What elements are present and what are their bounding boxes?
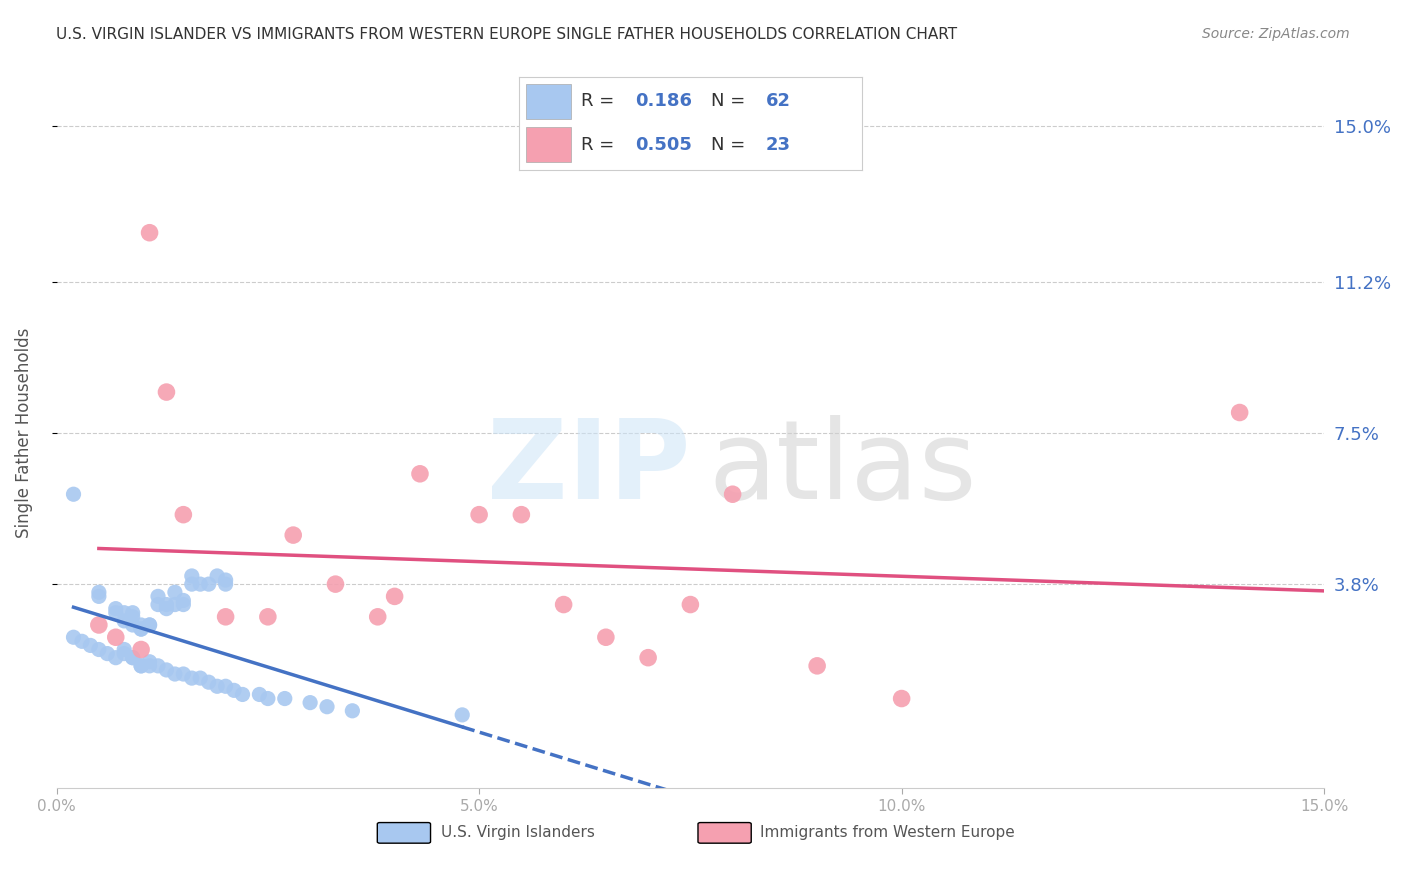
Point (70, 634, 93, 648)
Point (249, 688, 271, 702)
Point (146, 658, 169, 673)
Point (384, 590, 406, 604)
Point (890, 691, 912, 706)
Point (172, 598, 194, 612)
Point (231, 688, 253, 702)
Point (146, 598, 169, 612)
Point (112, 647, 135, 661)
Point (155, 663, 177, 677)
Point (155, 601, 177, 615)
Text: U.S. Virgin Islanders: U.S. Virgin Islanders (440, 825, 595, 840)
Point (806, 658, 828, 673)
Point (138, 655, 160, 669)
Point (205, 679, 228, 693)
Point (214, 679, 236, 693)
Point (138, 226, 160, 240)
Point (62, 630, 84, 644)
Point (129, 618, 152, 632)
Point (146, 590, 169, 604)
Point (595, 630, 617, 644)
Point (104, 601, 127, 615)
Point (172, 667, 194, 681)
Point (721, 487, 744, 501)
Text: atlas: atlas (709, 415, 977, 522)
Point (104, 650, 127, 665)
Point (112, 606, 135, 620)
Point (87, 585, 110, 599)
Point (129, 658, 152, 673)
Point (1229, 405, 1251, 419)
Point (214, 573, 236, 587)
Point (299, 696, 322, 710)
Point (62, 487, 84, 501)
Point (214, 609, 236, 624)
Point (138, 618, 160, 632)
Point (553, 598, 575, 612)
Point (257, 691, 280, 706)
Point (138, 618, 160, 632)
Point (155, 385, 177, 400)
Point (129, 622, 152, 636)
Point (367, 609, 389, 624)
Point (112, 642, 135, 657)
Point (180, 577, 202, 591)
Point (468, 508, 491, 522)
Point (155, 598, 177, 612)
Point (205, 569, 228, 583)
Point (409, 467, 432, 481)
Point (342, 704, 364, 718)
Point (104, 630, 127, 644)
Point (172, 593, 194, 607)
Point (121, 650, 143, 665)
Point (104, 606, 127, 620)
Point (87, 642, 110, 657)
Point (87, 590, 110, 604)
Text: U.S. VIRGIN ISLANDER VS IMMIGRANTS FROM WESTERN EUROPE SINGLE FATHER HOUSEHOLDS : U.S. VIRGIN ISLANDER VS IMMIGRANTS FROM … (56, 27, 957, 42)
Point (138, 658, 160, 673)
Point (121, 650, 143, 665)
Point (163, 667, 186, 681)
FancyBboxPatch shape (697, 822, 751, 843)
Point (87, 618, 110, 632)
FancyBboxPatch shape (377, 822, 430, 843)
Point (197, 577, 219, 591)
Y-axis label: Single Father Households: Single Father Households (15, 327, 32, 538)
Text: Immigrants from Western Europe: Immigrants from Western Europe (761, 825, 1015, 840)
Point (129, 642, 152, 657)
Point (180, 671, 202, 685)
Point (316, 699, 339, 714)
Point (222, 683, 245, 698)
Point (188, 671, 211, 685)
Point (129, 658, 152, 673)
Point (197, 675, 219, 690)
Point (637, 650, 659, 665)
Point (121, 618, 143, 632)
Point (180, 569, 202, 583)
Point (163, 598, 186, 612)
Point (163, 585, 186, 599)
Point (129, 622, 152, 636)
Point (96, 647, 118, 661)
Point (112, 614, 135, 628)
Point (257, 609, 280, 624)
Point (121, 606, 143, 620)
Point (79, 639, 101, 653)
Point (325, 577, 347, 591)
Text: ZIP: ZIP (488, 415, 690, 522)
Point (679, 598, 702, 612)
Point (451, 707, 474, 722)
Point (121, 609, 143, 624)
Point (283, 528, 305, 542)
Point (214, 577, 236, 591)
Text: Source: ZipAtlas.com: Source: ZipAtlas.com (1202, 27, 1350, 41)
Point (172, 508, 194, 522)
Point (274, 691, 297, 706)
Point (510, 508, 533, 522)
Point (188, 577, 211, 591)
